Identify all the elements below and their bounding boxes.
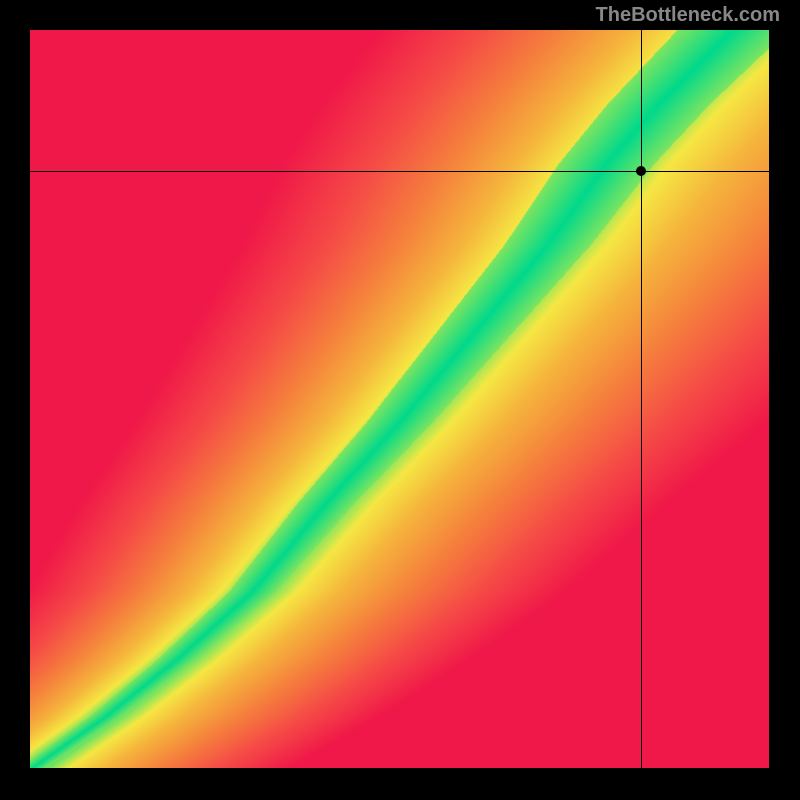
heatmap-area xyxy=(30,30,770,770)
watermark-text: TheBottleneck.com xyxy=(596,4,780,27)
heatmap-canvas xyxy=(30,30,770,770)
chart-container: TheBottleneck.com xyxy=(0,0,800,800)
crosshair-vertical xyxy=(641,30,642,770)
crosshair-marker xyxy=(636,166,646,176)
crosshair-horizontal xyxy=(30,171,770,172)
